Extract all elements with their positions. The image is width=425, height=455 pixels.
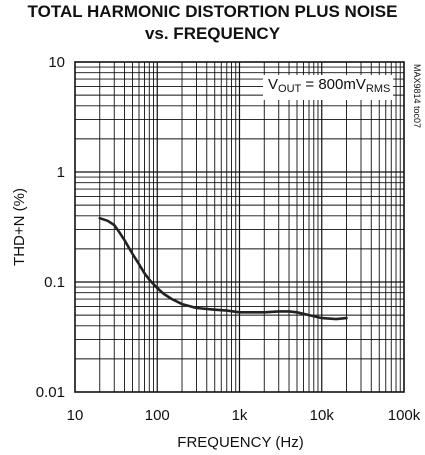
- annotation-v: V: [268, 76, 278, 93]
- grid: [75, 62, 404, 392]
- x-tick-label: 10k: [310, 407, 335, 424]
- y-tick-label: 0.01: [36, 384, 65, 401]
- annotation-sub-out: OUT: [278, 83, 302, 95]
- x-tick-label: 100: [145, 407, 170, 424]
- figure-tag: MAX9814 toc07: [412, 64, 422, 128]
- y-axis-label: THD+N (%): [11, 188, 28, 266]
- annotation-background: [263, 75, 393, 100]
- x-tick-label: 100k: [388, 407, 421, 424]
- tick-labels: 10 100 1k 10k 100k 10 1 0.1 0.01: [36, 54, 421, 424]
- chart-title: TOTAL HARMONIC DISTORTION PLUS NOISE: [27, 2, 398, 21]
- annotation-sub-rms: RMS: [366, 83, 390, 95]
- y-tick-label: 1: [57, 164, 65, 181]
- x-axis-label: FREQUENCY (Hz): [177, 434, 303, 451]
- y-tick-label: 10: [48, 54, 65, 71]
- x-tick-label: 1k: [232, 407, 248, 424]
- vout-annotation: VOUT = 800mVRMS: [268, 76, 390, 95]
- annotation-value: = 800mV: [301, 76, 366, 93]
- x-tick-label: 10: [67, 407, 84, 424]
- y-tick-label: 0.1: [44, 274, 65, 291]
- plot-frame: [74, 61, 405, 393]
- chart-subtitle: vs. FREQUENCY: [144, 24, 281, 43]
- thd-curve: [98, 216, 348, 321]
